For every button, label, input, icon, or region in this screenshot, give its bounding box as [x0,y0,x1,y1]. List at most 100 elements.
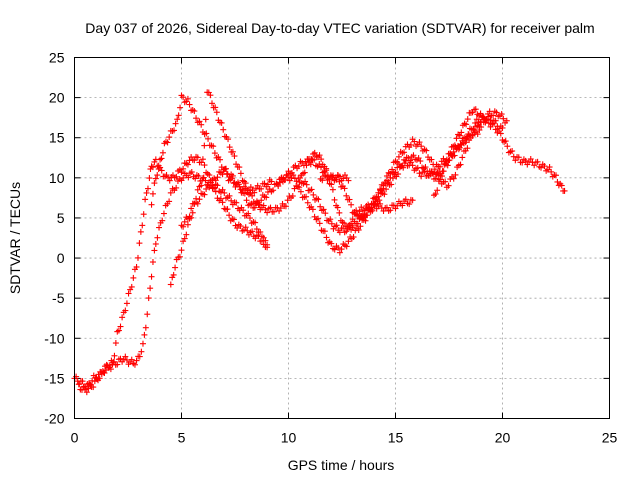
data-point [199,156,206,163]
data-point [450,148,457,155]
data-point [149,164,156,171]
data-point [115,327,122,334]
data-point [308,186,315,193]
y-tick-label: 15 [49,130,65,146]
data-series [71,89,568,396]
data-point [331,246,338,253]
data-point [181,218,188,225]
data-point [434,187,441,194]
x-tick-label: 15 [388,430,404,446]
data-point [252,219,259,226]
data-point [394,202,401,209]
plot-frame [74,57,610,419]
data-point [463,135,470,142]
data-point [548,168,555,175]
data-point [368,204,375,211]
series-track-d [167,156,352,288]
data-point [212,177,219,184]
data-point [224,206,231,213]
data-point [229,172,236,179]
data-point [503,117,510,124]
data-point [154,234,161,241]
data-point [401,149,408,156]
data-point [474,131,481,138]
data-point [198,121,205,128]
data-point [401,160,408,167]
data-point [141,331,148,338]
data-point [329,174,336,181]
data-point [307,161,314,168]
data-point [297,188,304,195]
data-point [177,104,184,111]
data-point [409,197,416,204]
data-point [445,182,452,189]
data-point [492,126,499,133]
data-point [156,224,163,231]
data-point [194,186,201,193]
data-point [193,195,200,202]
data-point [178,169,185,176]
data-point [119,314,126,321]
x-tick-label: 10 [281,430,297,446]
data-point [244,186,251,193]
data-point [114,361,121,368]
data-point [226,144,233,151]
data-point [375,193,382,200]
data-point [149,259,156,266]
data-point [85,385,92,392]
data-point [142,196,149,203]
data-point [83,389,90,396]
data-point [249,192,256,199]
data-point [133,357,140,364]
data-point [336,178,343,185]
data-point [322,210,329,217]
data-point [160,210,167,217]
data-point [96,375,103,382]
axis-ticks: 0 5 10 15 20 25 25 20 15 10 5 0 -5 -10 -15 -20 [44,50,617,446]
data-point [128,283,135,290]
data-point [180,94,187,101]
data-point [470,126,477,133]
data-point [75,381,82,388]
data-point [322,172,329,179]
data-point [149,190,156,197]
series-track-e [178,89,356,232]
series-track-f [274,124,485,236]
data-point [493,109,500,116]
data-point [189,209,196,216]
data-point [199,175,206,182]
data-point [304,199,311,206]
data-point [214,182,221,189]
data-point [278,175,285,182]
data-point [159,149,166,156]
data-point [456,132,463,139]
data-point [284,197,291,204]
data-point [243,197,250,204]
data-point [439,173,446,180]
data-point [395,153,402,160]
data-point [485,120,492,127]
data-point [490,112,497,119]
data-point [400,164,407,171]
data-point [264,209,271,216]
data-point [255,202,262,209]
data-point [303,193,310,200]
data-point [303,162,310,169]
data-point [377,187,384,194]
series-track-a [71,153,271,391]
data-point [323,165,330,172]
data-point [268,178,275,185]
data-point [277,205,284,212]
grid [74,57,610,419]
data-point [476,123,483,130]
data-point [389,175,396,182]
data-point [362,217,369,224]
data-point [422,164,429,171]
data-point [166,198,173,205]
data-point [155,162,162,169]
data-point [553,172,559,179]
data-point [500,115,507,122]
data-point [541,163,548,170]
data-point [350,234,357,241]
